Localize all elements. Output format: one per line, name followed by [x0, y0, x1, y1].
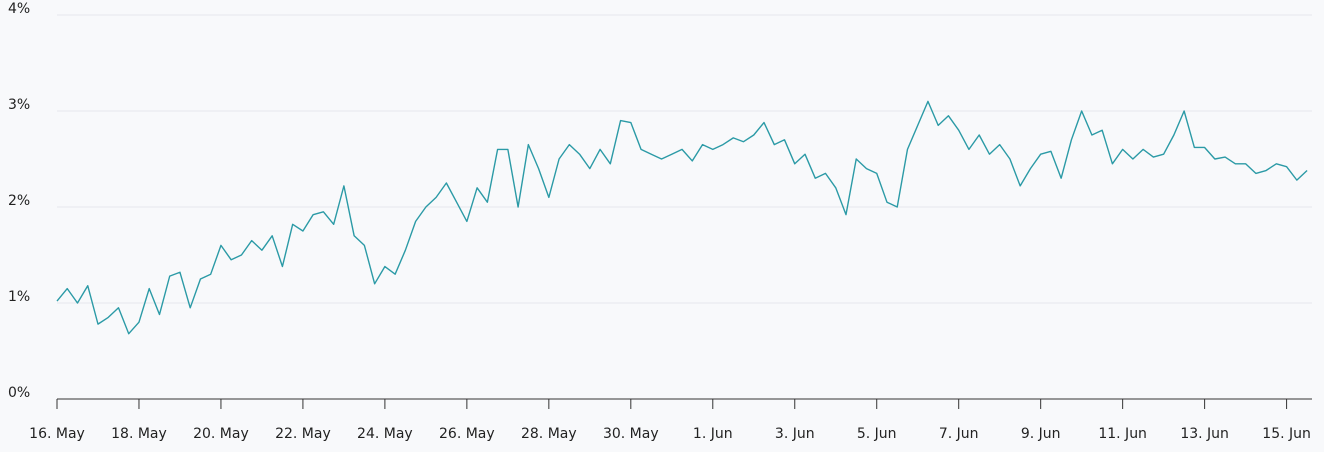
x-tick-label: 20. May [193, 426, 249, 442]
x-tick-label: 11. Jun [1098, 426, 1147, 442]
y-tick-label: 0% [8, 385, 30, 401]
x-tick-label: 5. Jun [857, 426, 897, 442]
x-tick-label: 9. Jun [1021, 426, 1061, 442]
x-tick-label: 28. May [521, 426, 577, 442]
x-tick-label: 16. May [29, 426, 85, 442]
x-tick-label: 1. Jun [693, 426, 733, 442]
x-tick-label: 3. Jun [775, 426, 815, 442]
y-tick-label: 3% [8, 97, 30, 113]
y-tick-label: 2% [8, 193, 30, 209]
x-tick-label: 24. May [357, 426, 413, 442]
x-tick-label: 22. May [275, 426, 331, 442]
x-tick-label: 30. May [603, 426, 659, 442]
x-tick-label: 7. Jun [939, 426, 979, 442]
x-tick-label: 15. Jun [1262, 426, 1311, 442]
y-tick-label: 4% [8, 1, 30, 17]
x-tick-label: 13. Jun [1180, 426, 1229, 442]
x-tick-label: 18. May [111, 426, 167, 442]
y-tick-label: 1% [8, 289, 30, 305]
line-series [56, 100, 1308, 335]
x-tick-label: 26. May [439, 426, 495, 442]
